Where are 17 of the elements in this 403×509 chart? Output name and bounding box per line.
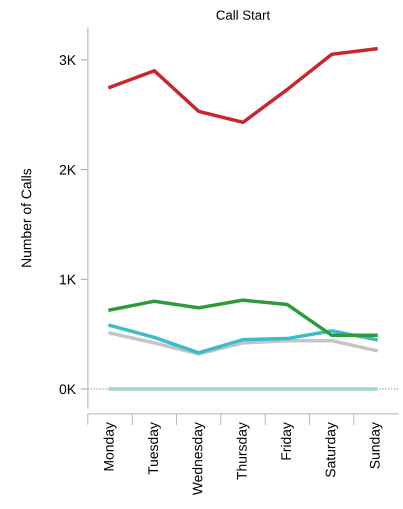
y-tick-label: 2K bbox=[60, 164, 76, 175]
line-series bbox=[108, 47, 378, 124]
x-tick-label: Friday bbox=[280, 422, 294, 460]
y-tick-label: 3K bbox=[60, 55, 76, 65]
y-tick-label: 1K bbox=[60, 274, 76, 284]
line-series bbox=[108, 298, 378, 337]
x-tick-label: Tuesday bbox=[148, 422, 161, 475]
x-tick-label: Sunday bbox=[370, 422, 382, 469]
chart-title: Call Start bbox=[216, 10, 270, 20]
line-series bbox=[108, 331, 378, 356]
x-tick-label: Saturday bbox=[325, 422, 338, 478]
x-tick-label: Thursday bbox=[236, 422, 250, 480]
x-tick-label: Monday bbox=[104, 422, 116, 470]
x-tick-label: Wednesday bbox=[192, 422, 206, 496]
y-axis-title: Number of Calls bbox=[21, 168, 32, 267]
y-tick-label: 0K bbox=[60, 384, 76, 394]
line-series bbox=[108, 324, 378, 355]
